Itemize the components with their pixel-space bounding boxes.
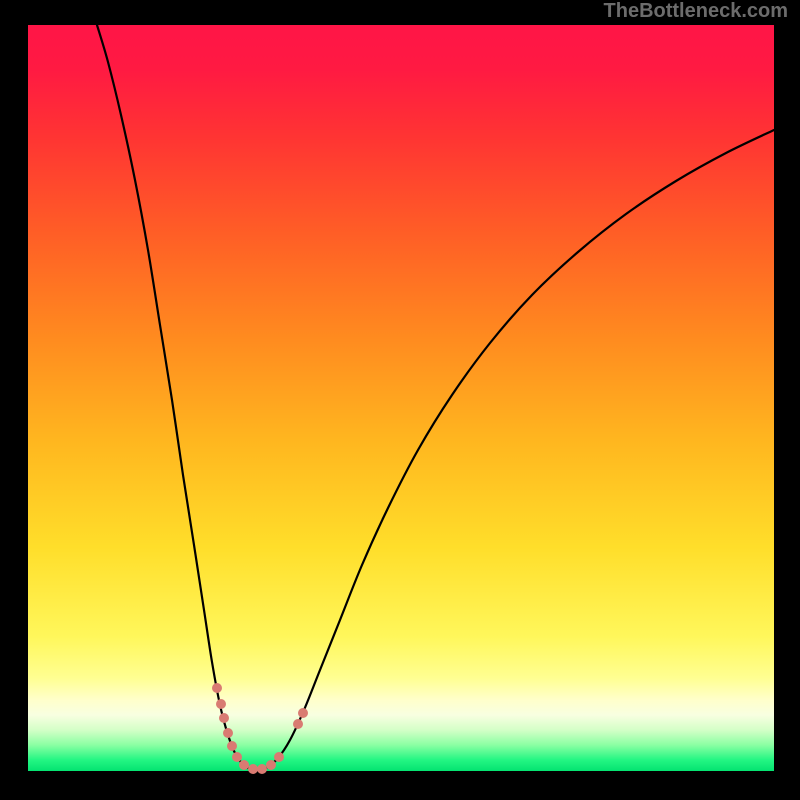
data-marker bbox=[219, 713, 229, 723]
chart-svg bbox=[0, 0, 800, 800]
data-marker bbox=[257, 764, 267, 774]
data-marker bbox=[298, 708, 308, 718]
data-marker bbox=[248, 764, 258, 774]
data-marker bbox=[232, 752, 242, 762]
data-marker bbox=[212, 683, 222, 693]
data-marker bbox=[223, 728, 233, 738]
data-marker bbox=[239, 760, 249, 770]
data-marker bbox=[227, 741, 237, 751]
data-marker bbox=[274, 752, 284, 762]
data-marker bbox=[266, 760, 276, 770]
plot-background bbox=[28, 25, 774, 771]
data-marker bbox=[216, 699, 226, 709]
data-marker bbox=[293, 719, 303, 729]
chart-container: TheBottleneck.com bbox=[0, 0, 800, 800]
watermark-text: TheBottleneck.com bbox=[604, 0, 788, 23]
